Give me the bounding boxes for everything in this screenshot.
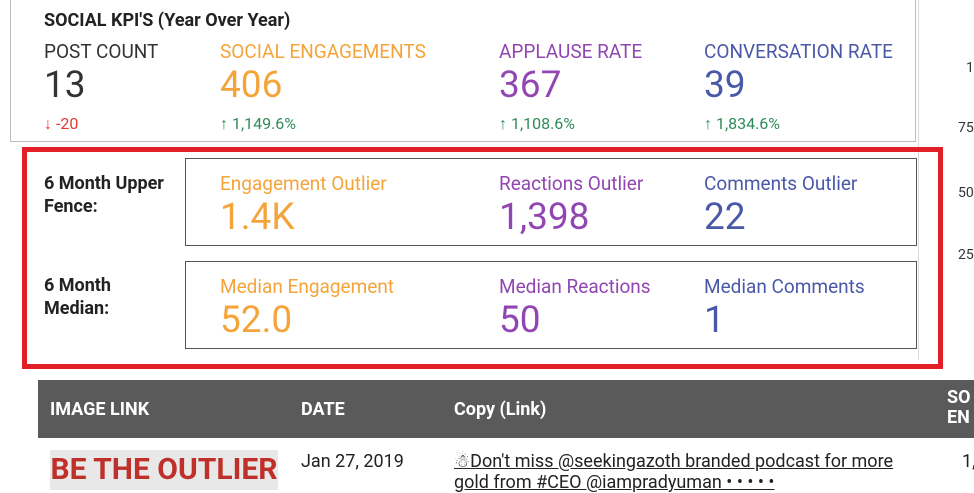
metric-value: 39: [704, 64, 746, 107]
link-text: Don't miss @seekingazoth branded podcast…: [454, 451, 894, 493]
highlight-frame: [22, 147, 943, 369]
column-header: DATE: [301, 399, 345, 420]
stat-value: 52.0: [220, 299, 293, 342]
column-header: SO EN: [947, 388, 971, 428]
stat-label: Median Reactions: [499, 275, 651, 298]
copy-link[interactable]: ☃Don't miss @seekingazoth branded podcas…: [454, 451, 924, 493]
metric-label: SOCIAL ENGAGEMENTS: [220, 40, 426, 63]
change-text: 1,834.6%: [715, 114, 781, 133]
row-label: 6 Month Median:: [44, 275, 111, 319]
metric-change: ↑ 1,108.6%: [499, 114, 576, 133]
stat-label: Median Engagement: [220, 275, 395, 298]
kpi-panel: [10, 0, 916, 142]
metric-value: 367: [499, 64, 562, 107]
stat-box: [185, 158, 917, 246]
link-icon: ☃: [454, 451, 471, 472]
stat-value: 50: [499, 299, 541, 342]
metric-label: APPLAUSE RATE: [499, 40, 643, 63]
metric-label: POST COUNT: [44, 40, 159, 63]
stat-value: 22: [704, 196, 746, 239]
change-text: -20: [55, 114, 79, 133]
stat-label: Reactions Outlier: [499, 172, 644, 195]
stat-value: 1,398: [499, 196, 590, 239]
kpi-title: SOCIAL KPI'S (Year Over Year): [44, 10, 291, 31]
metric-change: ↑ 1,834.6%: [704, 114, 781, 133]
axis-label: 50: [958, 185, 974, 201]
metric-change: ↑ 1,149.6%: [220, 114, 297, 133]
metric-value: 406: [220, 64, 283, 107]
column-header: Copy (Link): [454, 399, 547, 420]
axis-label: 1: [966, 60, 974, 76]
image-link[interactable]: BE THE OUTLIER: [50, 450, 278, 490]
table-header: [38, 380, 974, 438]
date-cell: Jan 27, 2019: [301, 451, 404, 472]
stat-value: 1: [704, 299, 725, 342]
row-label: 6 Month Upper Fence:: [44, 173, 164, 217]
change-text: 1,149.6%: [231, 114, 297, 133]
change-text: 1,108.6%: [510, 114, 576, 133]
stat-label: Median Comments: [704, 275, 865, 298]
column-header: IMAGE LINK: [50, 399, 150, 420]
stat-label: Comments Outlier: [704, 172, 858, 195]
page: {"kpi":{"title":"SOCIAL KPI'S (Year Over…: [10, 0, 974, 493]
metric-change: ↓ -20: [44, 114, 79, 133]
axis-label: 75: [958, 120, 974, 136]
stat-box: [185, 261, 917, 349]
stat-value: 1.4K: [220, 196, 295, 239]
value-cell: 1,: [962, 451, 974, 472]
metric-label: CONVERSATION RATE: [704, 40, 893, 63]
stat-label: Engagement Outlier: [220, 172, 387, 195]
divider: [918, 0, 919, 360]
metric-value: 13: [44, 64, 86, 107]
axis-label: 25: [958, 247, 974, 263]
